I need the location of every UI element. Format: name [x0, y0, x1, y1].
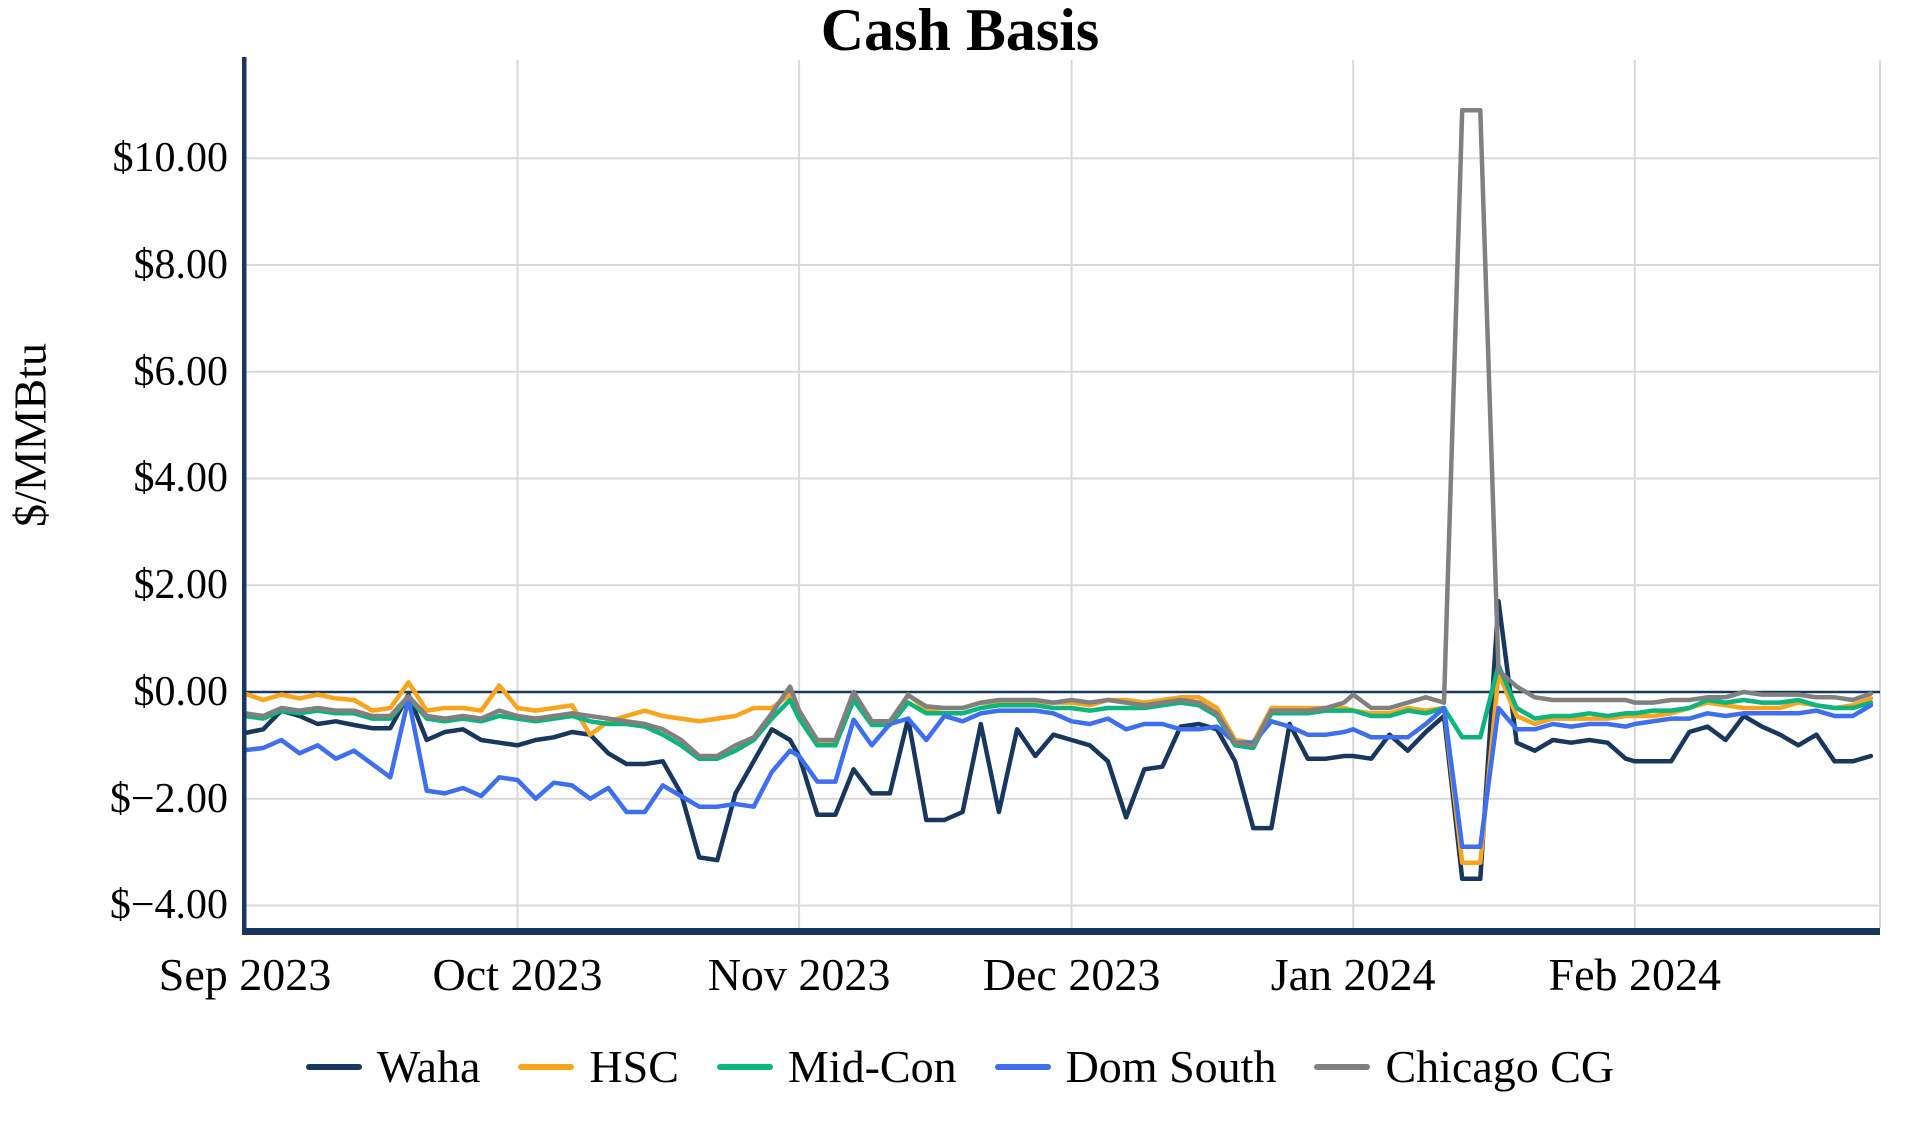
x-tick-label: Oct 2023 — [432, 949, 603, 1000]
y-tick-label: $−4.00 — [109, 882, 228, 929]
legend-item-mid-con: Mid-Con — [716, 1040, 957, 1093]
x-tick-label: Dec 2023 — [982, 949, 1161, 1000]
legend-label: Chicago CG — [1385, 1041, 1615, 1092]
legend-swatch-icon — [305, 1063, 362, 1070]
series-line-mid-con — [242, 663, 1874, 761]
legend-swatch-icon — [518, 1063, 575, 1070]
legend-item-waha: Waha — [305, 1040, 481, 1093]
y-tick-label: $4.00 — [133, 455, 229, 502]
y-tick-label: $−2.00 — [109, 775, 228, 822]
legend-swatch-icon — [1314, 1063, 1371, 1070]
legend-label: HSC — [589, 1041, 679, 1092]
chart-title: Cash Basis — [820, 0, 1100, 63]
x-tick-label: Jan 2024 — [1270, 949, 1436, 1000]
y-tick-label: $2.00 — [133, 562, 229, 609]
legend-label: Mid-Con — [787, 1041, 957, 1092]
y-tick-label: $8.00 — [133, 241, 229, 288]
legend-item-hsc: HSC — [518, 1040, 679, 1093]
series-line-chicago-cg — [242, 107, 1874, 759]
y-axis-line — [242, 57, 247, 932]
y-tick-label: $0.00 — [133, 668, 229, 715]
legend-label: Waha — [376, 1041, 481, 1092]
series-line-dom-south — [242, 696, 1874, 849]
x-tick-label: Sep 2023 — [158, 949, 332, 1000]
series-line-waha — [242, 598, 1874, 882]
legend-swatch-icon — [994, 1063, 1051, 1070]
legend-item-dom-south: Dom South — [994, 1040, 1277, 1093]
x-tick-label: Nov 2023 — [707, 949, 891, 1000]
x-axis-line — [242, 928, 1880, 935]
x-tick-label: Feb 2024 — [1548, 949, 1722, 1000]
y-tick-label: $6.00 — [133, 348, 229, 395]
y-tick-label: $10.00 — [112, 135, 229, 182]
legend-label: Dom South — [1065, 1041, 1277, 1092]
legend-swatch-icon — [716, 1063, 773, 1070]
chart-legend: Waha HSC Mid-Con Dom South Chicago CG — [0, 1040, 1920, 1093]
legend-item-chicago-cg: Chicago CG — [1314, 1040, 1614, 1093]
